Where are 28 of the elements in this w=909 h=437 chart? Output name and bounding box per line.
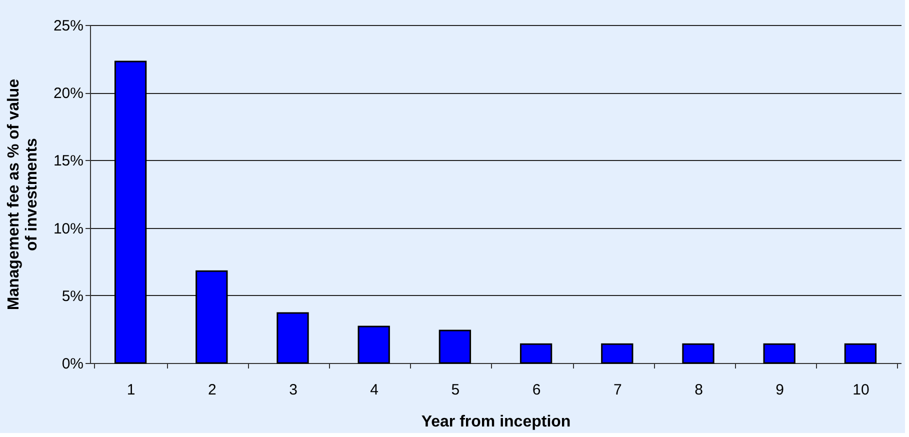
- bar: [358, 326, 390, 364]
- x-tick-label: 6: [532, 382, 541, 398]
- bar: [438, 330, 472, 364]
- y-tick-label: 20%: [53, 85, 84, 102]
- x-axis-title: Year from inception: [421, 414, 571, 430]
- bar: [520, 343, 552, 364]
- y-tick-label: 10%: [53, 220, 84, 238]
- x-tick-label: 9: [776, 382, 784, 398]
- x-tick-label: 5: [451, 382, 460, 398]
- bar: [682, 343, 714, 364]
- x-tick-label: 1: [126, 382, 136, 398]
- bar: [196, 270, 228, 364]
- x-tick-label: 8: [694, 382, 703, 398]
- bar: [114, 60, 147, 364]
- y-axis-title: Management fee as % of value of investments: [5, 78, 40, 310]
- bar: [844, 343, 877, 364]
- x-tick-label: 3: [289, 382, 298, 398]
- bar: [763, 343, 796, 364]
- x-tick-label: 10: [852, 382, 870, 398]
- x-tick-label: 2: [208, 382, 216, 398]
- x-tick-label: 4: [370, 382, 379, 398]
- y-tick-label: 15%: [53, 152, 84, 170]
- x-tick-label: 7: [613, 382, 622, 398]
- bar: [601, 343, 634, 364]
- y-tick-label: 0%: [62, 356, 84, 372]
- y-tick-label: 5%: [62, 288, 84, 305]
- y-tick-label: 25%: [53, 18, 84, 34]
- bar: [276, 312, 309, 364]
